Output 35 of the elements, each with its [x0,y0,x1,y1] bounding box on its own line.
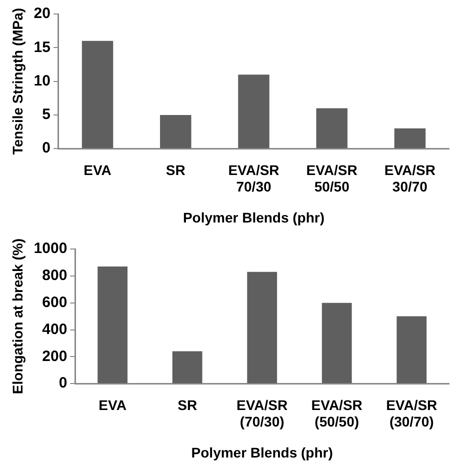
y-tick-label: 15 [34,38,50,56]
y-tick-label: 600 [42,294,68,311]
x-tick-label: EVA/SR 30/70 [384,162,436,195]
x-tick-label: SR [166,162,186,178]
x-tick-label: EVA [84,162,112,178]
x-axis-title: Polymer Blends (phr) [191,444,333,460]
bar [98,266,128,384]
bar [247,272,278,384]
x-tick-label: SR [178,396,198,413]
bar [322,302,352,384]
x-tick-label: EVA/SR (70/30) [236,396,288,430]
x-tick-label: EVA/SR 70/30 [228,162,280,195]
bar [172,351,202,384]
bar [394,128,426,148]
y-tick-label: 5 [42,106,50,124]
y-axis-title: Tensile Stringth (MPa) [9,8,26,155]
x-axis-title: Polymer Blends (phr) [182,209,325,226]
bar [396,316,427,384]
y-tick-label: 10 [34,72,50,90]
y-tick-label: 400 [42,320,68,338]
bar [82,40,114,148]
x-tick-label: EVA/SR (30/70) [386,396,438,430]
x-tick-label: EVA/SR 50/50 [306,162,358,195]
y-tick-label: 800 [42,267,68,284]
bar [238,74,270,148]
y-tick-label: 20 [34,5,50,22]
x-tick-label: EVA [98,396,126,413]
y-tick-label: 1000 [34,240,68,258]
y-tick-label: 0 [58,374,68,392]
y-tick-label: 0 [42,140,50,157]
x-tick-label: EVA/SR (50/50) [311,396,362,430]
y-axis-title: Elongation at break (%) [9,238,26,394]
y-tick-label: 200 [42,348,68,365]
bar [316,108,348,148]
bar [160,114,192,148]
